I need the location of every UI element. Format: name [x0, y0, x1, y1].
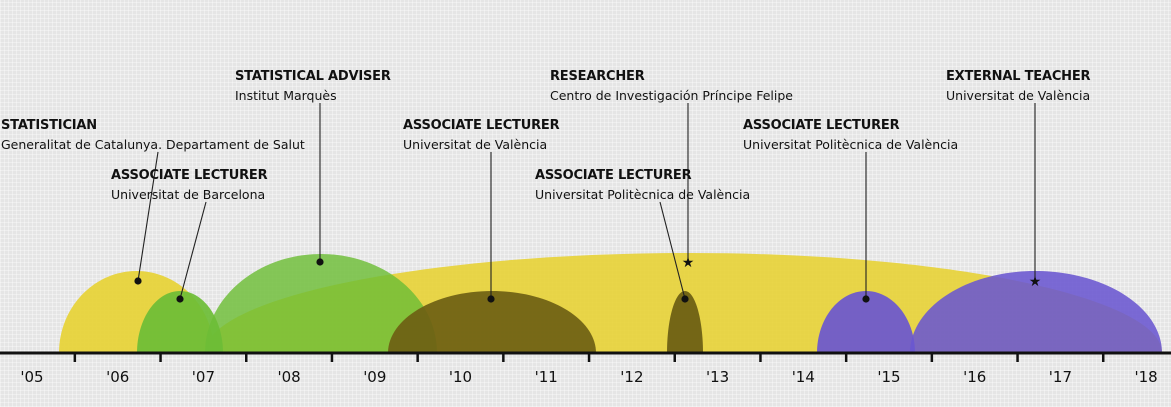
position-arc-2: [205, 254, 437, 353]
marker-dot-1: [176, 295, 184, 303]
year-label: '14: [792, 368, 815, 386]
marker-star-5: ★: [682, 255, 695, 271]
position-role: ASSOCIATE LECTURER: [743, 118, 900, 133]
year-label: '12: [620, 368, 643, 386]
position-role: STATISTICAL ADVISER: [235, 69, 391, 84]
position-role: STATISTICIAN: [1, 118, 97, 133]
year-label: '17: [1049, 368, 1072, 386]
year-label: '11: [535, 368, 558, 386]
year-label: '05: [20, 368, 43, 386]
leader-line-4: [659, 201, 686, 300]
position-organization: Generalitat de Catalunya. Departament de…: [1, 137, 305, 152]
position-label: ASSOCIATE LECTURER Universitat de Barcelo…: [111, 166, 268, 204]
position-label: STATISTICAL ADVISER Institut Marquès: [235, 67, 391, 105]
marker-dot-0: [134, 277, 142, 285]
marker-dot-3: [487, 295, 495, 303]
position-arc-1: [137, 291, 223, 353]
position-organization: Universitat de València: [403, 137, 548, 152]
position-role: EXTERNAL TEACHER: [946, 69, 1091, 84]
position-organization: Centro de Investigación Príncipe Felipe: [550, 88, 793, 103]
marker-star-7: ★: [1029, 274, 1042, 290]
leader-line-0: [137, 151, 159, 282]
position-arc-4: [667, 291, 703, 353]
position-role: ASSOCIATE LECTURER: [111, 168, 268, 183]
position-organization: Universitat Politècnica de València: [535, 187, 751, 202]
year-label: '07: [192, 368, 215, 386]
position-organization: Universitat de Barcelona: [111, 187, 266, 202]
position-role: ASSOCIATE LECTURER: [403, 118, 560, 133]
position-organization: Universitat de València: [946, 88, 1091, 103]
leader-line-1: [179, 201, 207, 300]
year-label: '18: [1134, 368, 1157, 386]
position-role: RESEARCHER: [550, 69, 645, 84]
year-label: '09: [363, 368, 386, 386]
position-label: EXTERNAL TEACHER Universitat de València: [946, 67, 1091, 105]
year-label: '08: [277, 368, 300, 386]
position-arc-7: [910, 271, 1162, 353]
year-label: '13: [706, 368, 729, 386]
year-label: '16: [963, 368, 986, 386]
position-label: ASSOCIATE LECTURER Universitat de Valènci…: [403, 116, 560, 154]
position-arc-6: [817, 291, 915, 353]
position-role: ASSOCIATE LECTURER: [535, 168, 692, 183]
year-label: '15: [877, 368, 900, 386]
marker-dot-2: [316, 258, 324, 266]
marker-dot-4: [681, 295, 689, 303]
position-label: RESEARCHER Centro de Investigación Prínci…: [550, 67, 793, 105]
position-label: STATISTICIAN Generalitat de Catalunya. De…: [1, 116, 305, 154]
position-label: ASSOCIATE LECTURER Universitat Politècnic…: [743, 116, 958, 154]
position-organization: Institut Marquès: [235, 88, 337, 103]
marker-dot-6: [862, 295, 870, 303]
position-organization: Universitat Politècnica de València: [743, 137, 959, 152]
year-label: '10: [449, 368, 472, 386]
year-label: '06: [106, 368, 129, 386]
position-arc-3: [388, 291, 596, 353]
position-label: ASSOCIATE LECTURER Universitat Politècnic…: [535, 166, 750, 204]
